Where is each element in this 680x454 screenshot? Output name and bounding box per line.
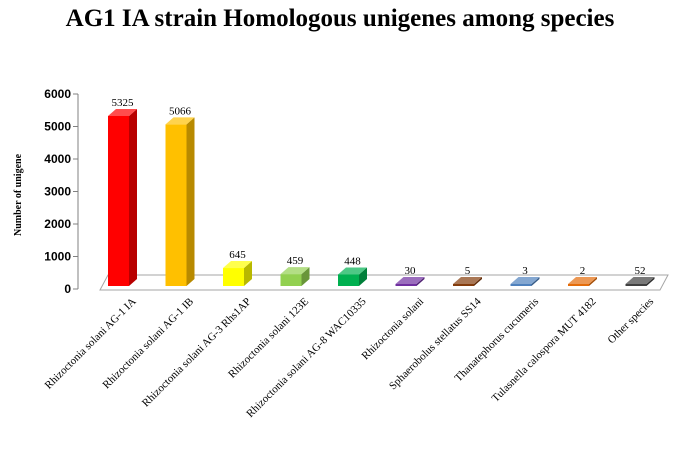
data-label: 2 — [580, 265, 586, 277]
data-label: 645 — [229, 249, 246, 261]
y-tick-label: 1000 — [44, 250, 71, 264]
data-label: 5325 — [112, 97, 135, 109]
data-label: 52 — [635, 265, 646, 277]
category-label: Rhizoctonia solani — [360, 296, 427, 363]
y-tick-label: 2000 — [44, 217, 71, 231]
chart-title: AG1 IA strain Homologous unigenes among … — [66, 5, 615, 32]
category-label: Other species — [606, 296, 657, 347]
category-label: Tulasnella calospora MUT 4182 — [490, 296, 599, 405]
data-label: 5 — [465, 265, 471, 277]
y-tick-label: 5000 — [44, 120, 71, 134]
y-axis: 0 1000 2000 3000 4000 5000 6000 — [44, 87, 79, 296]
bars — [108, 108, 655, 286]
data-label: 448 — [344, 255, 361, 267]
y-tick-label: 3000 — [44, 185, 71, 199]
bar — [280, 267, 310, 286]
bar — [510, 277, 540, 286]
y-tick-label: 6000 — [44, 87, 71, 101]
data-label: 5066 — [169, 105, 192, 117]
bar — [338, 267, 367, 286]
data-label: 30 — [405, 265, 417, 277]
y-tick-label: 0 — [64, 282, 71, 296]
bar — [165, 117, 195, 286]
category-label: Rhizoctonia solani AG-8 WAC10335 — [244, 295, 369, 420]
bar — [223, 261, 252, 286]
y-tick-label: 4000 — [44, 152, 71, 166]
data-label: 3 — [522, 265, 528, 277]
category-label: Rhizoctonia solani AG-3 Rhs1AP — [140, 296, 254, 410]
data-label: 459 — [287, 255, 304, 267]
y-axis-label: Number of unigene — [13, 153, 24, 236]
bar — [568, 277, 597, 286]
bar — [108, 108, 137, 286]
bar — [625, 277, 655, 286]
bar — [453, 277, 482, 286]
bar — [395, 277, 425, 286]
data-labels: 5325 5066 645 459 448 30 5 3 2 52 — [112, 97, 646, 277]
category-label: Rhizoctonia solani AG-1 IA — [43, 296, 139, 392]
category-label: Sphaerobolus stellatus SS14 — [387, 295, 484, 392]
